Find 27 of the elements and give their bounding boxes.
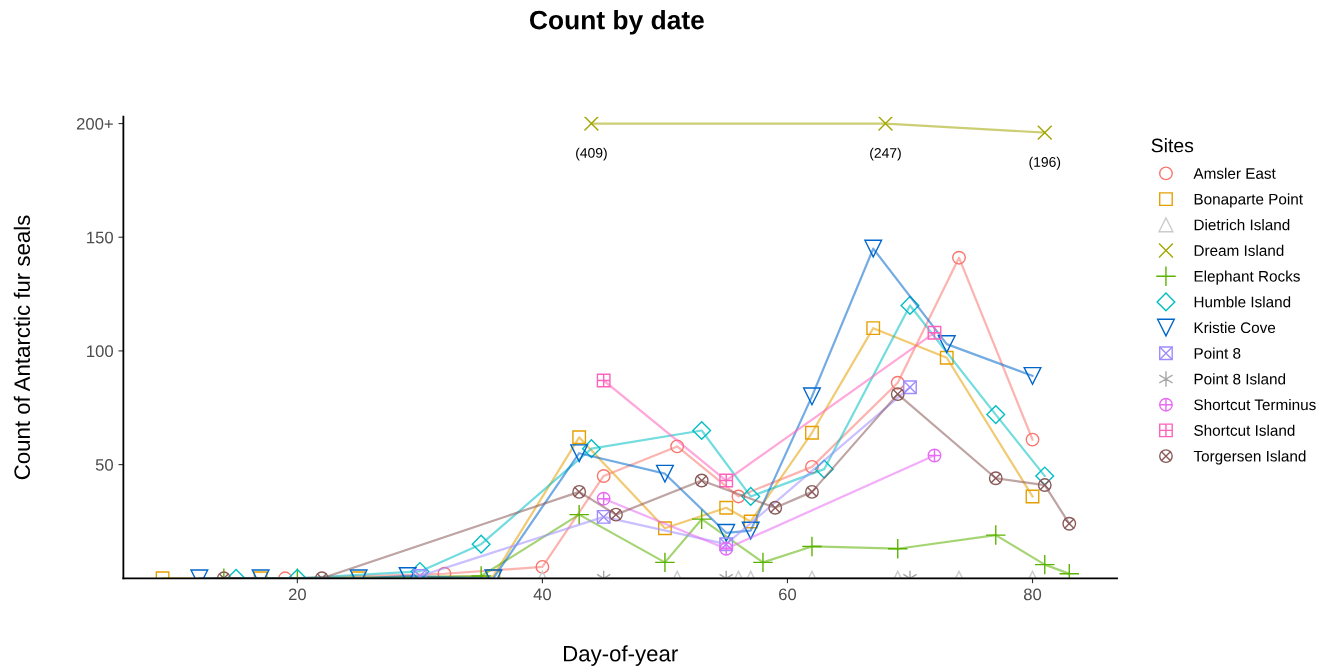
legend-label: Bonaparte Point <box>1194 193 1303 208</box>
annotation: (196) <box>1029 156 1061 170</box>
annotation: (247) <box>870 147 901 161</box>
legend-title: Sites <box>1151 138 1194 153</box>
legend-label: Point 8 Island <box>1194 373 1286 385</box>
legend-label: Amsler East <box>1193 167 1276 179</box>
y-axis-title: Count of Antarctic fur seals <box>13 215 31 480</box>
legend-label: Kristie Cove <box>1194 321 1276 334</box>
legend-label: Dream Island <box>1194 244 1284 256</box>
y-tick-label: 200+ <box>76 117 113 130</box>
annotation: (409) <box>576 147 607 161</box>
x-tick-label: 80 <box>1023 588 1042 601</box>
legend-label: Shortcut Terminus <box>1194 398 1316 411</box>
y-tick-label: 150 <box>87 231 113 244</box>
y-tick-label: 50 <box>95 459 113 471</box>
legend-label: Point 8 <box>1194 347 1241 359</box>
legend-label: Dietrich Island <box>1194 219 1290 231</box>
x-tick-label: 60 <box>779 588 797 601</box>
legend-label: Shortcut Island <box>1194 424 1295 436</box>
x-axis-title: Day-of-year <box>564 645 678 666</box>
legend-label: Elephant Rocks <box>1194 270 1300 285</box>
chart-title: Count by date <box>529 10 704 35</box>
x-tick-label: 40 <box>533 588 552 601</box>
legend-label: Humble Island <box>1194 296 1291 308</box>
legend-label: Torgersen Island <box>1193 450 1306 465</box>
y-tick-label: 100 <box>87 345 113 358</box>
x-tick-label: 20 <box>288 588 306 601</box>
